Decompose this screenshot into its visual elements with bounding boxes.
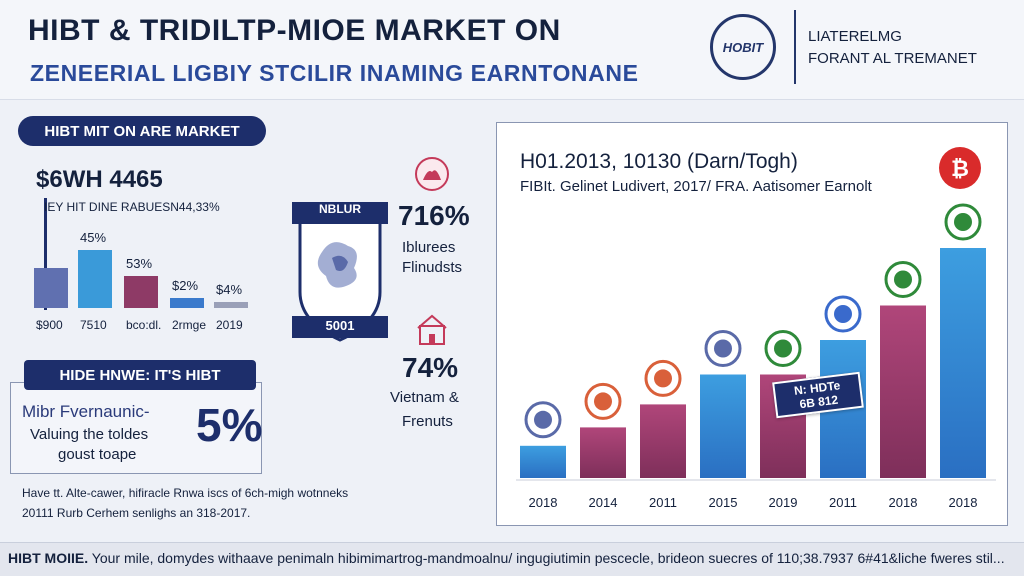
hide-line1: Mibr Fvernaunic- [22,402,150,421]
chart-tick-label: 2011 [649,495,677,510]
bitcoin-glyph: ₿ [951,156,969,181]
chart-bar [700,374,746,478]
coin-icon-center [834,305,852,323]
chart-tick-label: 2015 [709,495,738,510]
chart-bar [940,248,986,478]
stat2-line2: Frenuts [402,413,453,430]
header-tag-line1: LIATERELMG [808,28,902,45]
hide-line2: Valuing the toldes [30,426,149,443]
chart-bar [880,305,926,478]
chart-bar [640,404,686,478]
mini-bar [170,298,204,308]
chart-title: H01.2013, 10130 (Darn/Togh) [520,150,798,173]
footer-band [0,542,1024,576]
hide-pill-label: HIDE HNWE: IT'S HIBT [24,360,256,390]
building-icon [417,314,447,345]
mini-bar [34,268,68,308]
chart-tick-label: 2018 [889,495,918,510]
chart-tick-label: 2014 [589,495,618,510]
mini-bar-label: 53% [126,256,153,271]
mini-bar-label: 45% [80,230,107,245]
brand-logo: HOBIT [710,14,776,80]
chart-tick-label: 2018 [949,495,978,510]
page-subtitle: ZENEERIAL LIGBIY STCILIR INAMING EARNTON… [30,60,639,86]
shield-top-label: NBLUR [319,202,361,216]
shield-badge-icon [292,202,388,342]
stat1-line2: Flinudsts [402,259,463,276]
footer-text: HIBT MOIIE. Your mile, domydes withaave … [8,550,1018,566]
coin-icon-center [894,270,912,289]
chart-subtitle: FIBIt. Gelinet Ludivert, 2017/ FRA. Aati… [520,178,872,195]
mini-category-label: 7510 [80,318,107,332]
mini-bar [78,250,112,308]
chart-tick-label: 2019 [769,495,798,510]
note-line2: 20111 Rurb Cerhem senlighs an 318-2017. [22,506,251,520]
coin-icon-center [714,339,732,358]
market-sub-stat: IEY HIT DINE RABUESN44,33% [44,200,220,214]
chart-bar [520,445,566,478]
hide-percent: 5% [196,399,263,451]
chart-tick-label: 2011 [829,495,857,510]
stat2-line1: Vietnam & [390,389,459,406]
mini-bar [214,302,248,308]
coin-icon-center [594,392,612,411]
footer-body: Your mile, domydes withaave penimaln hib… [88,550,1005,566]
stat1-line1: Iblurees [402,239,456,256]
shield-bottom-label: 5001 [325,318,355,333]
coin-icon-center [954,213,972,231]
note-line1: Have tt. Alte-cawer, hifiracle Rnwa iscs… [22,486,349,500]
mini-bar-label: $2% [172,278,199,293]
main-bar-chart: ₿ 2018 2014 2011 2015 2019 2011 2018 2018 [516,147,996,510]
coin-icon-center [534,410,552,429]
mini-bar-label: $4% [216,282,243,297]
coin-icon-center [774,339,792,358]
chart-tick-label: 2018 [529,495,558,510]
header-tag-line2: FORANT AL TREMANET [808,50,977,67]
mini-category-label: $900 [36,318,63,332]
mini-chart-axis [44,198,47,310]
page-title: HIBT & TRIDILTP-MIOE MARKET ON [28,14,561,47]
stat2-percent: 74% [402,352,459,383]
bitcoin-icon [939,147,981,189]
mini-category-label: 2019 [216,318,243,332]
header-divider [794,10,796,84]
mini-category-label: bco:dl. [126,318,162,332]
footer-bold: HIBT MOIIE. [8,550,89,566]
hand-icon [415,157,449,191]
market-pill-label: HIBT MIT ON ARE MARKET [18,116,266,146]
chart-bar [580,427,626,478]
header-band [0,0,1024,100]
stat1-percent: 716% [398,200,470,231]
hide-line3: goust toape [58,446,137,463]
coin-icon-center [654,369,672,388]
mini-category-label: 2rmge [172,318,207,332]
logo-text: HOBIT [722,39,764,55]
mini-bar [124,276,158,308]
market-big-stat: $6WH 4465 [36,166,163,193]
